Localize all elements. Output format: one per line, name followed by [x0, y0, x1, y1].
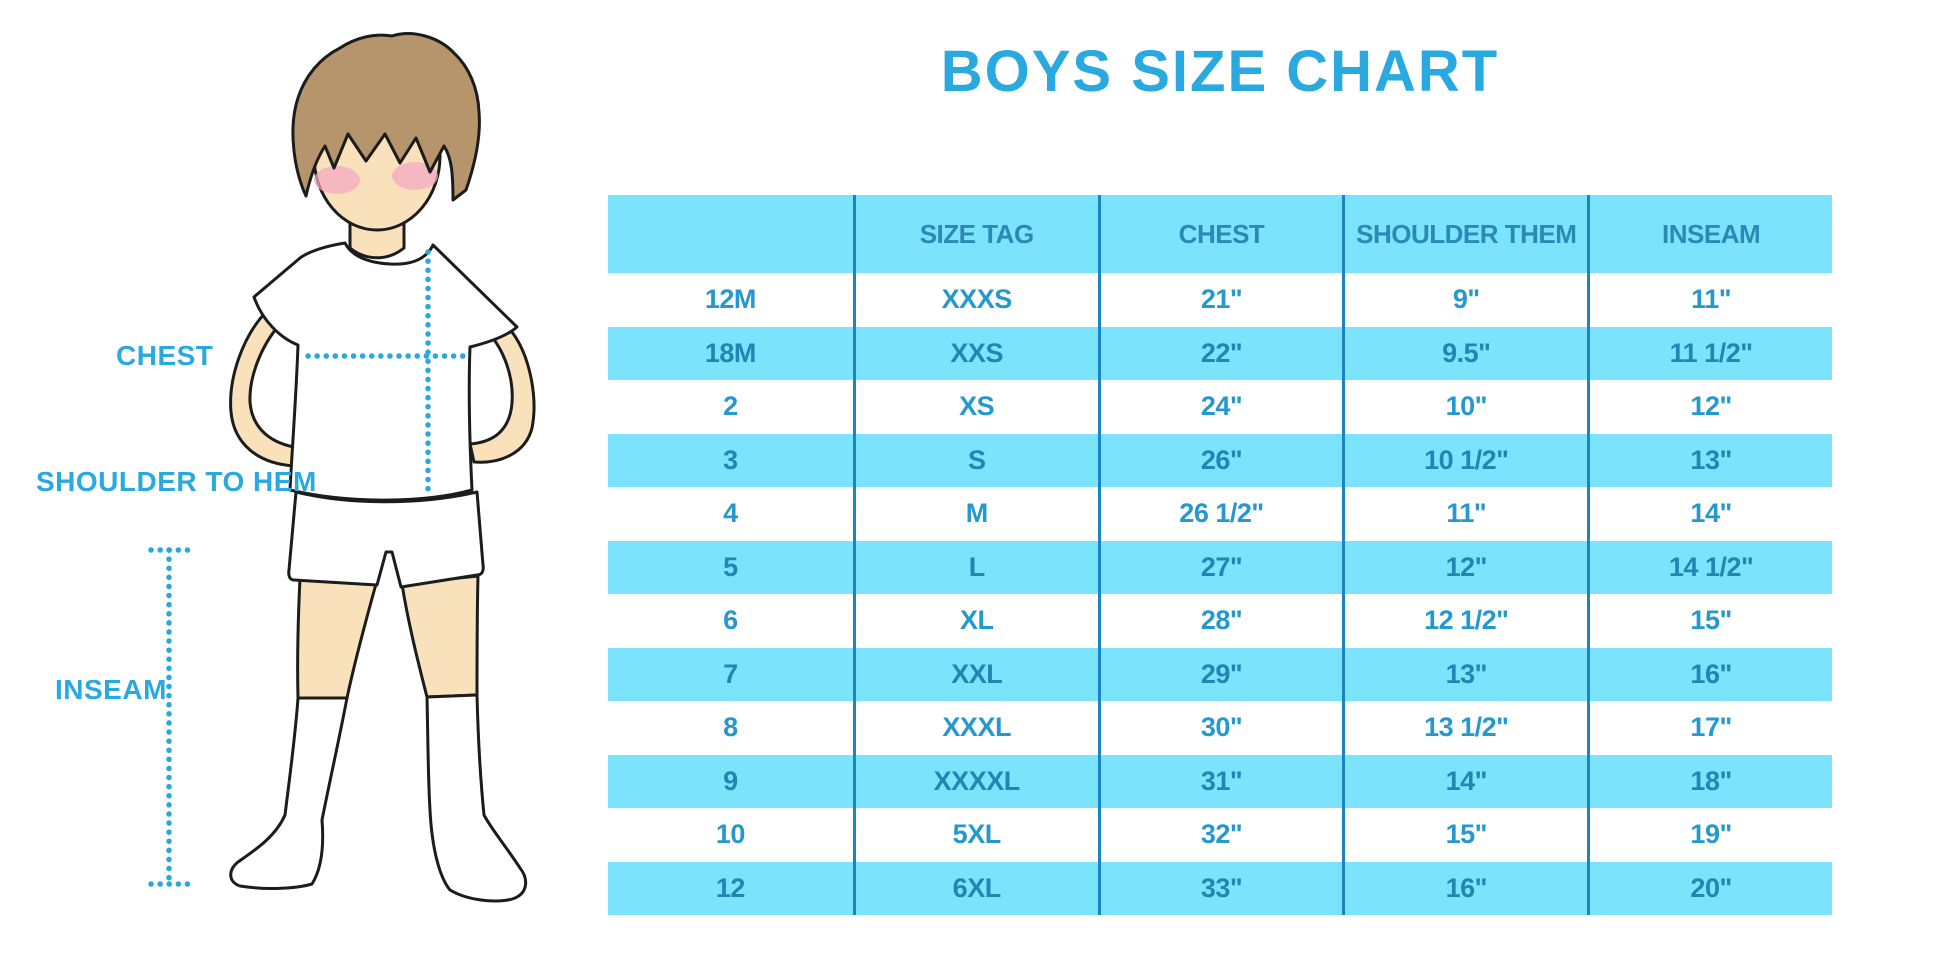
table-cell: 12 1/2" [1342, 594, 1587, 648]
table-cell: 30" [1097, 701, 1343, 755]
table-header-row: SIZE TAG CHEST SHOULDER THEM INSEAM [608, 195, 1832, 273]
boy-shirt [252, 241, 519, 502]
table-cell: 26 1/2" [1097, 487, 1343, 541]
table-cell: 22" [1097, 326, 1343, 380]
table-cell: L [852, 540, 1098, 594]
page-title: BOYS SIZE CHART [940, 39, 1500, 104]
boy-right-arm [468, 330, 536, 464]
table-cell: 26" [1097, 433, 1343, 487]
table-cell: 12" [1587, 380, 1832, 434]
table-row: 7 XXL 29" 13" 16" [608, 647, 1832, 701]
table-cell: 17" [1587, 701, 1832, 755]
table-cell: 14" [1342, 754, 1587, 808]
table-row: 2 XS 24" 10" 12" [608, 380, 1832, 434]
table-cell: S [852, 433, 1098, 487]
table-cell: 10 [715, 819, 746, 850]
table-cell: 5XL [852, 808, 1098, 862]
table-cell: 16" [1342, 861, 1587, 915]
table-cell: 6 [723, 605, 738, 636]
table-cell: 5 [723, 551, 738, 582]
table-cell: 12 [715, 872, 746, 903]
table-cell: 13" [1342, 647, 1587, 701]
table-cell: 4 [723, 498, 738, 529]
boy-illustration [148, 32, 536, 903]
table-cell: 31" [1097, 754, 1343, 808]
table-cell: 16" [1587, 647, 1832, 701]
table-cell: 27" [1097, 540, 1343, 594]
table-cell: 33" [1097, 861, 1343, 915]
boy-left-sock [229, 696, 349, 890]
boy-left-leg [296, 576, 378, 700]
table-cell: 13" [1587, 433, 1832, 487]
table-cell: 2 [723, 391, 738, 422]
table-cell: XXXXL [852, 754, 1098, 808]
table-row: 3 S 26" 10 1/2" 13" [608, 433, 1832, 487]
table-cell: 11 1/2" [1587, 326, 1832, 380]
table-row: 18M XXS 22" 9.5" 11 1/2" [608, 326, 1832, 380]
table-row: 9 XXXXL 31" 14" 18" [608, 754, 1832, 808]
inseam-label: INSEAM [55, 674, 167, 705]
table-cell: 18M [704, 337, 757, 368]
table-cell: 24" [1097, 380, 1343, 434]
table-row: 4 M 26 1/2" 11" 14" [608, 487, 1832, 541]
table-cell: XL [852, 594, 1098, 648]
table-cell: 18" [1587, 754, 1832, 808]
table-cell: 9" [1342, 273, 1587, 327]
table-row: 8 XXXL 30" 13 1/2" 17" [608, 701, 1832, 755]
table-row: 6 XL 28" 12 1/2" 15" [608, 594, 1832, 648]
boy-right-cheek [392, 162, 438, 190]
table-cell: 12M [704, 284, 757, 315]
table-cell: 11" [1342, 487, 1587, 541]
table-cell: XXXL [852, 701, 1098, 755]
table-cell: 29" [1097, 647, 1343, 701]
table-cell: XS [852, 380, 1098, 434]
table-cell: 32" [1097, 808, 1343, 862]
table-cell: 10" [1342, 380, 1587, 434]
column-header [608, 195, 853, 273]
column-header: CHEST [1097, 195, 1343, 273]
table-row: 10 5XL 32" 15" 19" [608, 808, 1832, 862]
shoulder-to-hem-label: SHOULDER TO HEM [36, 466, 317, 497]
boy-right-sock [425, 693, 528, 903]
column-header: INSEAM [1587, 195, 1832, 273]
table-cell: 9.5" [1342, 326, 1587, 380]
table-cell: 3 [723, 444, 738, 475]
table-cell: 11" [1587, 273, 1832, 327]
table-cell: 21" [1097, 273, 1343, 327]
boy-hair [291, 32, 481, 202]
table-cell: XXL [852, 647, 1098, 701]
table-cell: 12" [1342, 540, 1587, 594]
table-row: 5 L 27" 12" 14 1/2" [608, 540, 1832, 594]
table-cell: XXXS [852, 273, 1098, 327]
table-cell: 15" [1587, 594, 1832, 648]
table-cell: 6XL [852, 861, 1098, 915]
column-header: SHOULDER THEM [1342, 195, 1587, 273]
table-cell: 10 1/2" [1342, 433, 1587, 487]
boy-right-leg [400, 574, 480, 699]
table-row: 12 6XL 33" 16" 20" [608, 861, 1832, 915]
table-cell: 14 1/2" [1587, 540, 1832, 594]
table-cell: 19" [1587, 808, 1832, 862]
table-cell: 14" [1587, 487, 1832, 541]
table-cell: 15" [1342, 808, 1587, 862]
column-header: SIZE TAG [852, 195, 1098, 273]
table-row: 12M XXXS 21" 9" 11" [608, 273, 1832, 327]
table-cell: 9 [723, 765, 738, 796]
table-cell: 28" [1097, 594, 1343, 648]
table-cell: 7 [723, 658, 738, 689]
boy-shorts [287, 490, 485, 589]
table-cell: 13 1/2" [1342, 701, 1587, 755]
boy-left-cheek [314, 166, 360, 194]
inseam-dotted-line [148, 547, 193, 887]
table-cell: 20" [1587, 861, 1832, 915]
chest-label: CHEST [116, 340, 214, 371]
size-table: SIZE TAG CHEST SHOULDER THEM INSEAM 12M XXXS 2… [608, 195, 1832, 915]
table-cell: 8 [723, 712, 738, 743]
table-cell: M [852, 487, 1098, 541]
table-cell: XXS [852, 326, 1098, 380]
